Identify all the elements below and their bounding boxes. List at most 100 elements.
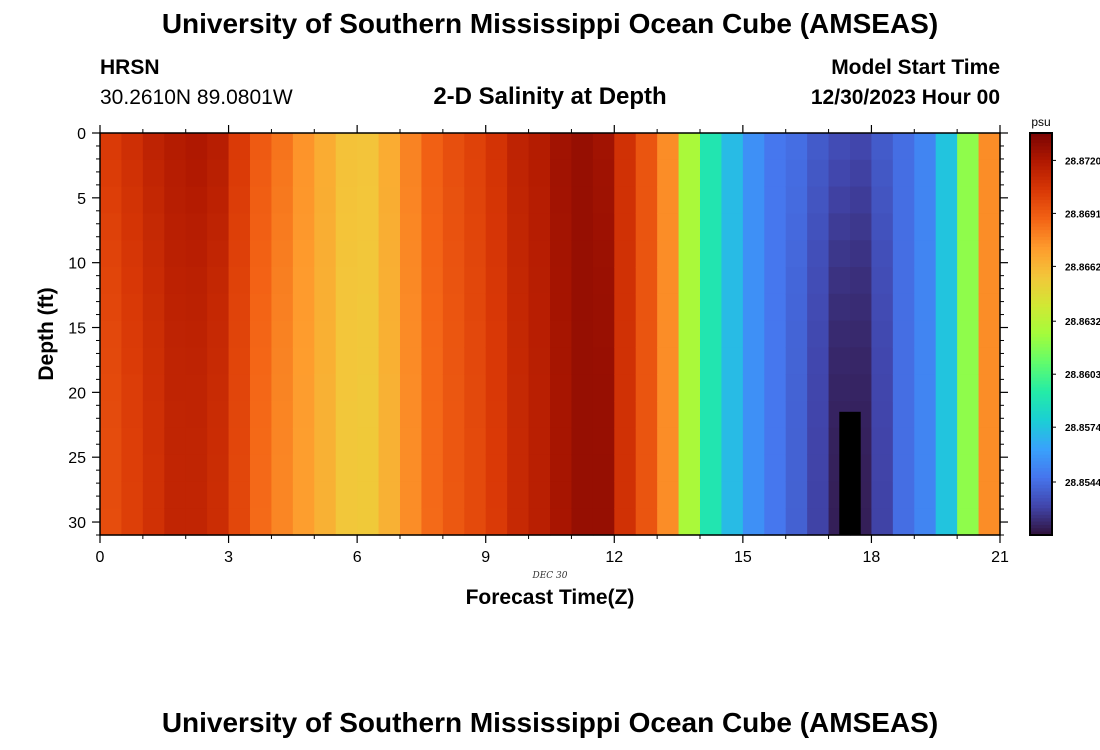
heatmap-cell <box>464 293 487 322</box>
colorbar-segment <box>1030 531 1052 536</box>
colorbar-tick-label: 28.8603 <box>1065 370 1100 381</box>
heatmap-cell <box>314 240 337 268</box>
heatmap-cell <box>421 293 444 322</box>
heatmap-cell <box>592 133 615 161</box>
heatmap-cell <box>807 347 830 375</box>
colorbar-tick-label: 28.8544 <box>1065 478 1100 489</box>
heatmap-cell <box>764 401 787 429</box>
heatmap-cell <box>357 213 380 241</box>
heatmap-cell <box>871 427 894 456</box>
heatmap-cell <box>807 293 830 322</box>
heatmap-cell <box>892 213 915 241</box>
colorbar-segment <box>1030 317 1052 322</box>
heatmap-cell <box>485 374 508 402</box>
heatmap-cell <box>100 320 123 348</box>
heatmap-cell <box>442 186 465 214</box>
heatmap-cell <box>721 427 744 456</box>
colorbar-segment <box>1030 431 1052 436</box>
heatmap-cell <box>892 401 915 429</box>
heatmap-cell <box>292 374 315 402</box>
heatmap-cell <box>250 186 273 214</box>
heatmap-cell <box>292 293 315 322</box>
heatmap-cell <box>121 320 144 348</box>
heatmap-cell <box>142 427 165 456</box>
heatmap-cell <box>978 508 1001 536</box>
colorbar-segment <box>1030 488 1052 493</box>
colorbar-segment <box>1030 300 1052 305</box>
heatmap-cell <box>828 374 851 402</box>
heatmap-cell <box>378 454 401 482</box>
heatmap-cell <box>635 186 658 214</box>
heatmap-cell <box>592 508 615 536</box>
heatmap-cell <box>614 401 637 429</box>
heatmap-cell <box>357 427 380 456</box>
heatmap-cell <box>742 213 765 241</box>
colorbar-segment <box>1030 394 1052 399</box>
heatmap-cell <box>614 159 637 188</box>
colorbar-segment <box>1030 307 1052 312</box>
heatmap-cell <box>164 133 187 161</box>
heatmap-cell <box>614 374 637 402</box>
heatmap-cell <box>292 320 315 348</box>
heatmap-cell <box>207 454 230 482</box>
heatmap-cell <box>700 267 723 295</box>
heatmap-cell <box>785 401 808 429</box>
heatmap-cell <box>678 133 701 161</box>
heatmap-cell <box>657 293 680 322</box>
heatmap-cell <box>892 427 915 456</box>
no-data-block <box>839 411 861 535</box>
heatmap-cell <box>357 320 380 348</box>
colorbar-segment <box>1030 136 1052 141</box>
colorbar-segment <box>1030 310 1052 315</box>
heatmap-cell <box>400 133 423 161</box>
heatmap-cell <box>207 401 230 429</box>
heatmap-cell <box>571 427 594 456</box>
heatmap-cell <box>678 508 701 536</box>
heatmap-cell <box>592 186 615 214</box>
heatmap-cell <box>657 240 680 268</box>
heatmap-cell <box>121 481 144 509</box>
heatmap-cell <box>335 401 358 429</box>
heatmap-cell <box>871 213 894 241</box>
heatmap-cells <box>100 133 1001 536</box>
heatmap-cell <box>892 347 915 375</box>
heatmap-cell <box>507 159 530 188</box>
colorbar-segment <box>1030 330 1052 335</box>
x-tick-label: 6 <box>353 549 362 566</box>
heatmap-cell <box>271 240 294 268</box>
heatmap-cell <box>700 374 723 402</box>
heatmap-cell <box>121 267 144 295</box>
heatmap-cell <box>185 347 208 375</box>
heatmap-cell <box>592 320 615 348</box>
heatmap-cell <box>742 159 765 188</box>
heatmap-cell <box>957 159 980 188</box>
colorbar-segment <box>1030 511 1052 516</box>
heatmap-cell <box>764 427 787 456</box>
heatmap-cell <box>314 401 337 429</box>
heatmap-cell <box>271 508 294 536</box>
colorbar-segment <box>1030 297 1052 302</box>
heatmap-cell <box>850 347 873 375</box>
heatmap-cell <box>978 240 1001 268</box>
heatmap-cell <box>678 267 701 295</box>
colorbar-segment <box>1030 156 1052 161</box>
heatmap-cell <box>828 320 851 348</box>
heatmap-cell <box>400 508 423 536</box>
heatmap-cell <box>421 159 444 188</box>
heatmap-cell <box>464 374 487 402</box>
colorbar-segment <box>1030 233 1052 238</box>
heatmap-cell <box>121 401 144 429</box>
heatmap-cell <box>935 240 958 268</box>
heatmap-cell <box>700 454 723 482</box>
heatmap-cell <box>335 159 358 188</box>
heatmap-cell <box>485 293 508 322</box>
heatmap-cell <box>807 374 830 402</box>
heatmap-cell <box>100 347 123 375</box>
heatmap-cell <box>142 401 165 429</box>
heatmap-cell <box>378 293 401 322</box>
heatmap-cell <box>614 240 637 268</box>
heatmap-cell <box>957 508 980 536</box>
heatmap-cell <box>528 267 551 295</box>
heatmap-cell <box>100 481 123 509</box>
heatmap-cell <box>635 374 658 402</box>
